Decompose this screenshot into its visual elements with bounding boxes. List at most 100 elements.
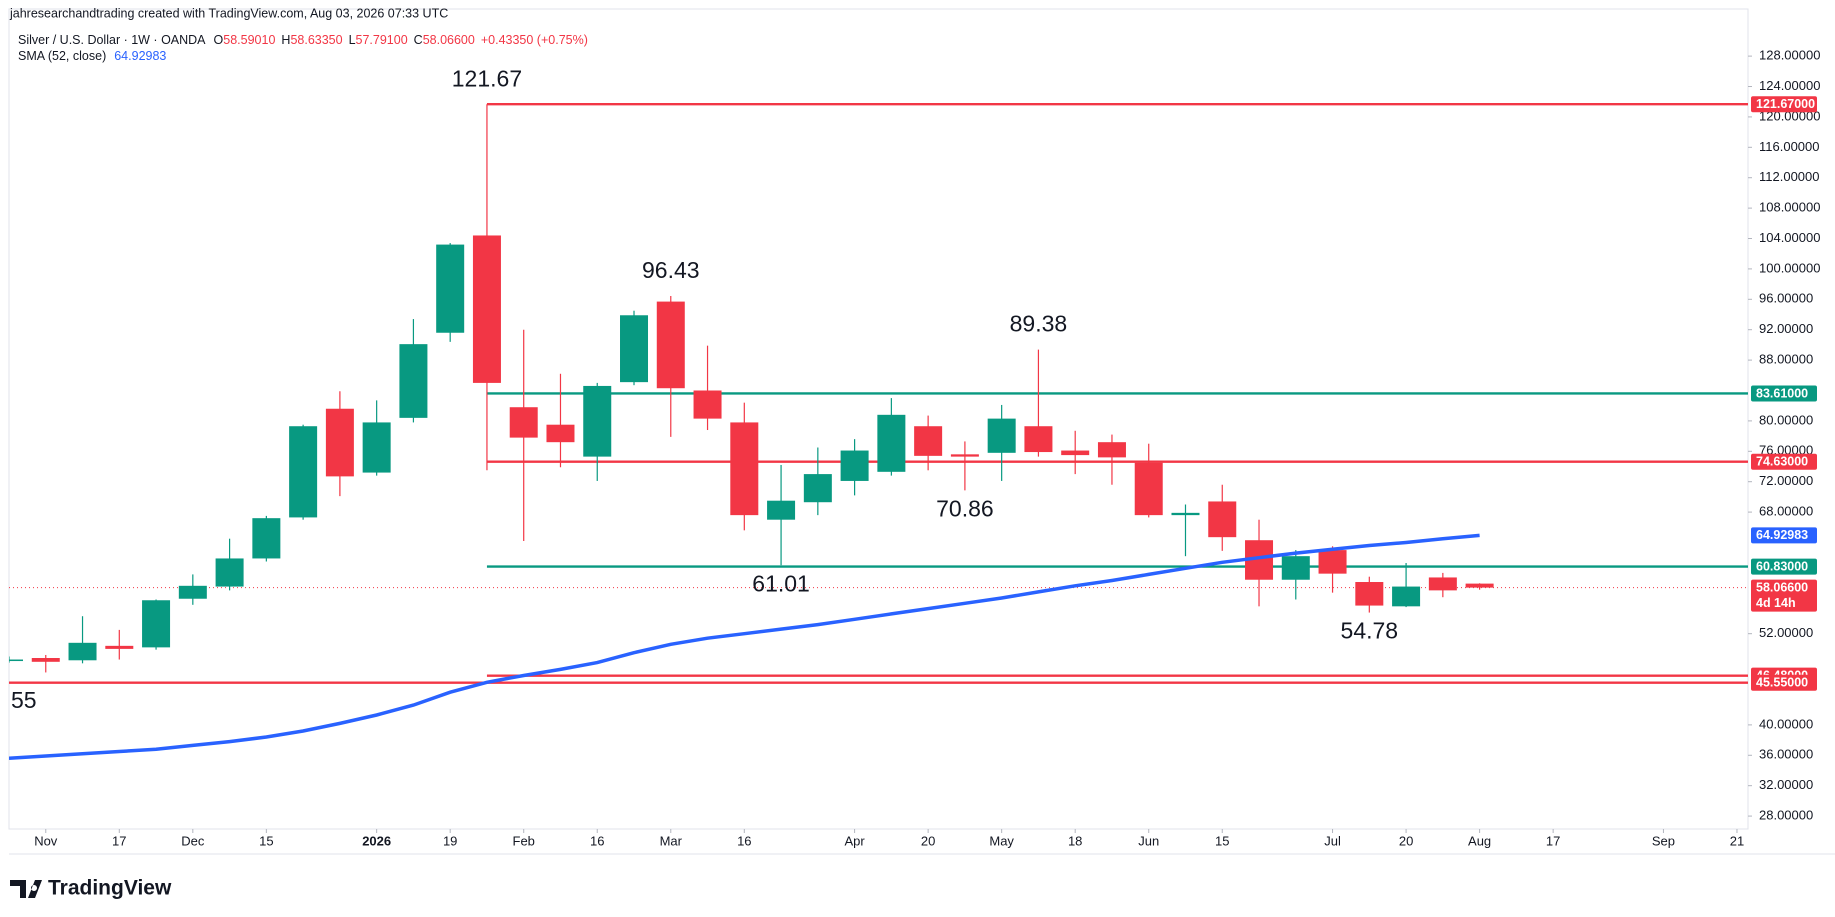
indicator-value: 64.92983	[114, 49, 166, 63]
y-tick-label: 40.00000	[1759, 716, 1813, 731]
x-tick-label: Jun	[1138, 833, 1159, 848]
candle-body	[68, 642, 97, 661]
candle-body	[546, 424, 575, 443]
price-tag	[1751, 96, 1817, 113]
plot-area	[9, 103, 1748, 761]
candle-body	[362, 422, 391, 473]
y-tick-label: 88.00000	[1759, 352, 1813, 367]
y-tick-label: 80.00000	[1759, 412, 1813, 427]
x-tick-label: 15	[1215, 833, 1229, 848]
candle-body	[1097, 442, 1126, 458]
price-tag-label: 64.92983	[1756, 528, 1808, 542]
y-tick-label: 32.00000	[1759, 777, 1813, 792]
y-tick-label: 100.00000	[1759, 260, 1820, 275]
x-tick-label: 16	[737, 833, 751, 848]
candle-body	[840, 450, 869, 481]
candle-body	[656, 301, 685, 389]
annotation: 96.43	[642, 257, 700, 283]
brand-name: TradingView	[48, 877, 172, 900]
x-tick-label: Nov	[34, 833, 58, 848]
ohlc-key: C	[414, 33, 423, 47]
candle-body	[1392, 586, 1421, 607]
x-tick-label: Jul	[1324, 833, 1341, 848]
x-tick-label: 17	[112, 833, 126, 848]
candle-body	[252, 518, 281, 559]
y-tick-label: 116.00000	[1759, 139, 1820, 154]
candle-body	[1171, 512, 1200, 516]
x-tick-label: Mar	[660, 833, 683, 848]
candle-body	[877, 414, 906, 472]
y-tick-label: 124.00000	[1759, 78, 1820, 93]
candle-body	[1208, 501, 1237, 538]
x-tick-label: Feb	[513, 833, 535, 848]
candle-body	[178, 585, 207, 599]
x-tick-label: Sep	[1652, 833, 1675, 848]
x-tick-label: 17	[1546, 833, 1560, 848]
x-tick-label: 18	[1068, 833, 1082, 848]
symbol-legend: Silver / U.S. Dollar · 1W · OANDA O58.590…	[18, 33, 588, 47]
candle-body	[987, 418, 1016, 453]
candle-body	[583, 385, 612, 457]
candle-body	[1134, 462, 1163, 516]
brand-logo: TradingView	[10, 877, 172, 900]
candle-body	[105, 645, 134, 649]
x-tick-label: 19	[443, 833, 457, 848]
candle-body	[1465, 583, 1494, 588]
candle-body	[509, 407, 538, 438]
price-tag	[1751, 527, 1817, 544]
candle-body	[472, 235, 501, 383]
annotation: 121.67	[452, 65, 522, 91]
indicator-legend: SMA (52, close) 64.92983	[18, 49, 166, 63]
x-tick-label: 21	[1730, 833, 1744, 848]
x-tick-label: 15	[259, 833, 273, 848]
x-tick-label: Apr	[844, 833, 865, 848]
price-tag	[1751, 674, 1817, 691]
candle-body	[215, 558, 244, 587]
candle-body	[620, 315, 649, 383]
ohlc-value: 58.06600	[423, 33, 475, 47]
y-tick-label: 68.00000	[1759, 504, 1813, 519]
y-tick-label: 92.00000	[1759, 321, 1813, 336]
credit: jahresearchandtrading created with Tradi…	[9, 6, 448, 20]
y-tick-label: 104.00000	[1759, 230, 1820, 245]
sma-line	[9, 533, 1480, 761]
logo-icon	[10, 880, 42, 898]
y-tick-label: 28.00000	[1759, 808, 1813, 823]
annotation: 70.86	[936, 495, 994, 521]
annotation: 55	[11, 687, 37, 713]
price-tag-label: 60.83000	[1756, 559, 1808, 573]
price-tag-label: 121.67000	[1756, 97, 1815, 111]
y-tick-label: 108.00000	[1759, 200, 1820, 215]
y-tick-label: 52.00000	[1759, 625, 1813, 640]
price-tag	[1751, 453, 1817, 470]
candle-body	[142, 600, 171, 648]
x-tick-label: May	[989, 833, 1014, 848]
candle-body	[1061, 450, 1090, 456]
x-tick-label: Dec	[181, 833, 205, 848]
price-tag	[1751, 579, 1817, 612]
candle-body	[730, 422, 759, 516]
candle-body	[767, 500, 796, 520]
candle-body	[803, 474, 832, 503]
y-tick-label: 112.00000	[1759, 169, 1820, 184]
candle-body	[950, 454, 979, 457]
price-tag-label: 45.55000	[1756, 676, 1808, 690]
candle-body	[289, 426, 318, 518]
indicator-name: SMA (52, close)	[18, 49, 106, 63]
candle-body	[1428, 577, 1457, 591]
y-tick-label: 72.00000	[1759, 473, 1813, 488]
countdown: 4d 14h	[1756, 596, 1796, 610]
annotation: 89.38	[1010, 311, 1068, 337]
candle-body	[1281, 556, 1310, 580]
x-tick-label: 20	[1399, 833, 1413, 848]
ohlc-value: 58.59010	[223, 33, 275, 47]
x-tick-label: 20	[921, 833, 935, 848]
y-tick-label: 96.00000	[1759, 291, 1813, 306]
candle-body	[31, 658, 60, 662]
plot-frame	[8, 8, 1749, 830]
x-tick-label: 16	[590, 833, 604, 848]
price-tag-label: 83.61000	[1756, 386, 1808, 400]
candle-body	[693, 390, 722, 419]
candle-body	[325, 408, 354, 477]
